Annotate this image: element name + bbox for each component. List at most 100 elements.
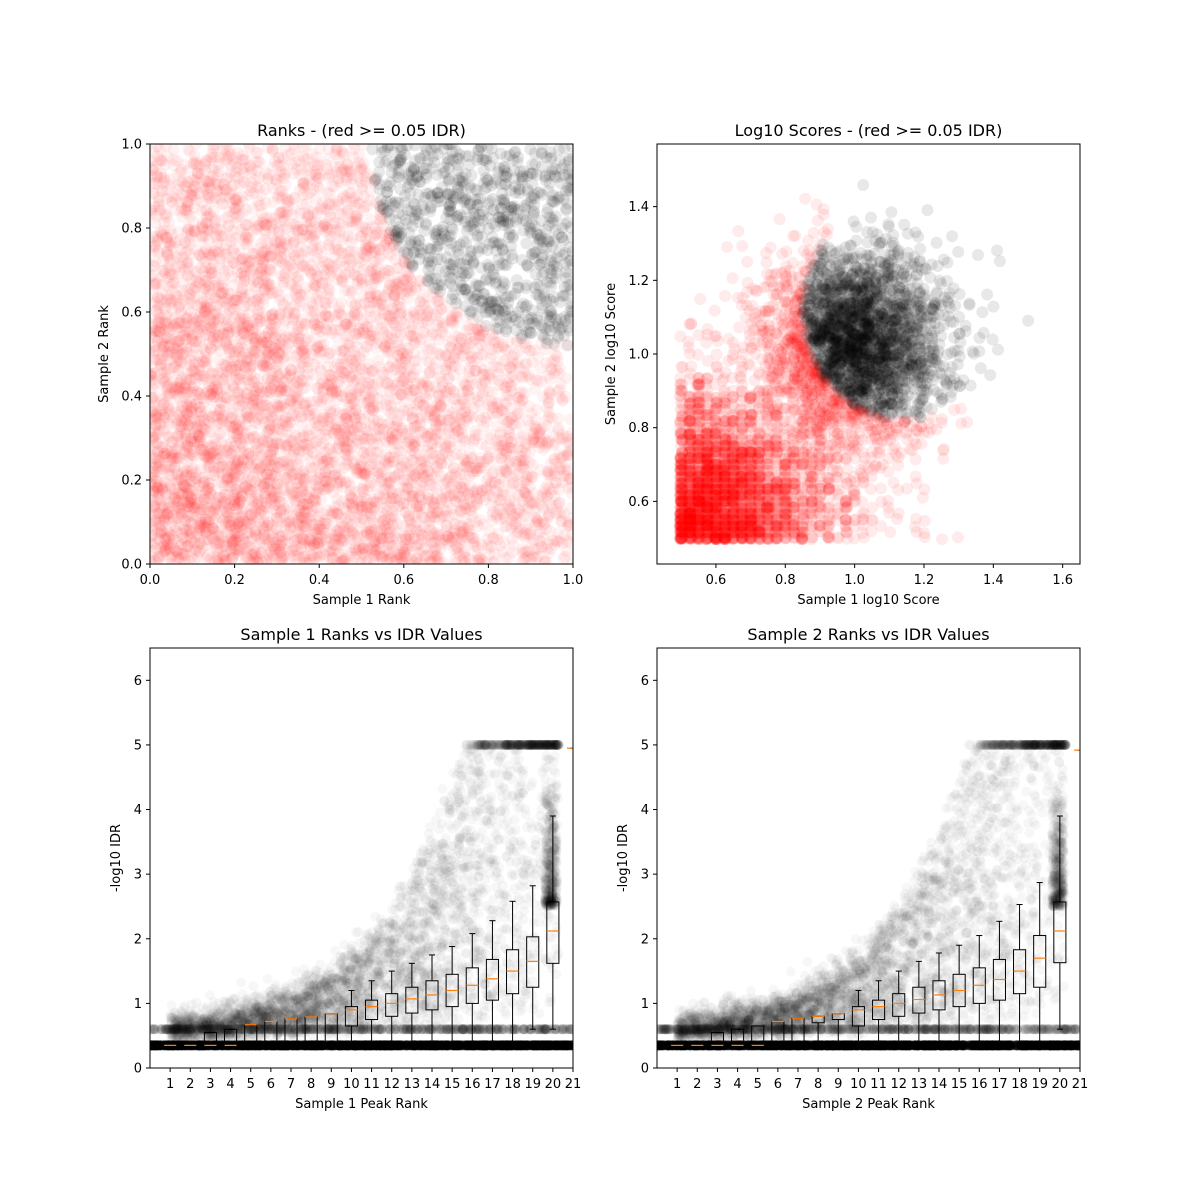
low-idr-point [150,279,161,292]
low-idr-point [371,289,384,302]
low-idr-point [462,531,475,544]
low-idr-point [349,298,362,311]
high-idr-point [524,222,537,235]
low-idr-point [333,428,346,441]
low-idr-point [274,511,287,524]
low-idr-point [298,153,311,166]
low-idr-point [226,464,239,477]
low-idr-point [435,457,448,470]
high-idr-point [491,238,504,251]
low-idr-point [397,347,410,360]
low-idr-point [454,416,467,429]
high-idr-point [530,311,543,324]
low-idr-point [159,317,172,330]
low-idr-point [280,367,293,380]
low-idr-point [381,504,394,517]
low-idr-point [391,468,404,481]
low-idr-point [421,464,434,477]
low-idr-point [334,323,347,336]
low-idr-point [335,357,348,370]
low-idr-point [515,430,528,443]
low-idr-point [222,479,235,492]
low-idr-point [321,481,334,494]
low-idr-point [228,354,241,367]
low-idr-point [197,230,210,243]
low-idr-point [222,472,235,485]
low-idr-point [160,488,173,501]
low-idr-point [251,393,264,406]
low-idr-point [553,496,566,509]
low-idr-point [433,394,446,407]
low-idr-point [266,371,279,384]
low-idr-point [380,236,393,249]
high-idr-point [444,144,457,151]
low-idr-point [161,321,174,334]
low-idr-point [191,428,204,441]
low-idr-point [228,178,241,191]
low-idr-point [462,488,475,501]
low-idr-point [274,539,287,552]
low-idr-point [265,412,278,425]
low-idr-point [152,550,165,563]
high-idr-point [507,153,520,166]
low-idr-point [535,540,548,553]
low-idr-point [342,450,355,463]
low-idr-point [202,278,215,291]
low-idr-point [222,516,235,529]
low-idr-point [354,230,367,243]
low-idr-point [514,461,527,474]
low-idr-point [155,278,168,291]
high-idr-point [500,323,513,336]
low-idr-point [283,555,296,564]
low-idr-point [297,472,310,485]
low-idr-point [488,401,501,414]
low-idr-point [194,388,207,401]
low-idr-point [225,446,238,459]
low-idr-point [286,192,299,205]
low-idr-point [539,440,552,453]
low-idr-point [376,532,389,545]
low-idr-point [385,332,398,345]
high-idr-point [408,164,421,177]
low-idr-point [322,348,335,361]
low-idr-point [226,538,239,551]
low-idr-point [276,552,289,564]
low-idr-point [341,417,354,430]
low-idr-point [259,183,272,196]
high-idr-point [443,200,456,213]
low-idr-point [258,508,271,521]
low-idr-point [243,552,256,564]
low-idr-point [284,364,297,377]
low-idr-point [290,452,303,465]
low-idr-point [457,498,470,511]
low-idr-point [347,457,360,470]
low-idr-point [259,219,272,232]
low-idr-point [418,502,431,515]
low-idr-point [246,181,259,194]
low-idr-point [224,287,237,300]
low-idr-point [181,199,194,212]
high-idr-point [420,162,433,175]
low-idr-point [354,458,367,471]
high-idr-point [507,229,520,242]
low-idr-point [287,167,300,180]
low-idr-point [199,373,212,386]
low-idr-point [343,521,356,534]
low-idr-point [230,258,243,271]
high-idr-point [547,260,560,273]
low-idr-point [445,481,458,494]
low-idr-point [216,460,229,473]
low-idr-point [221,371,234,384]
low-idr-point [289,473,302,486]
low-idr-point [357,491,370,504]
low-idr-point [182,196,195,209]
low-idr-point [259,234,272,247]
low-idr-point [186,334,199,347]
high-idr-point [497,215,510,228]
low-idr-point [336,535,349,548]
low-idr-point [264,385,277,398]
low-idr-point [296,438,309,451]
low-idr-point [308,313,321,326]
low-idr-point [183,555,196,564]
low-idr-point [150,304,162,317]
